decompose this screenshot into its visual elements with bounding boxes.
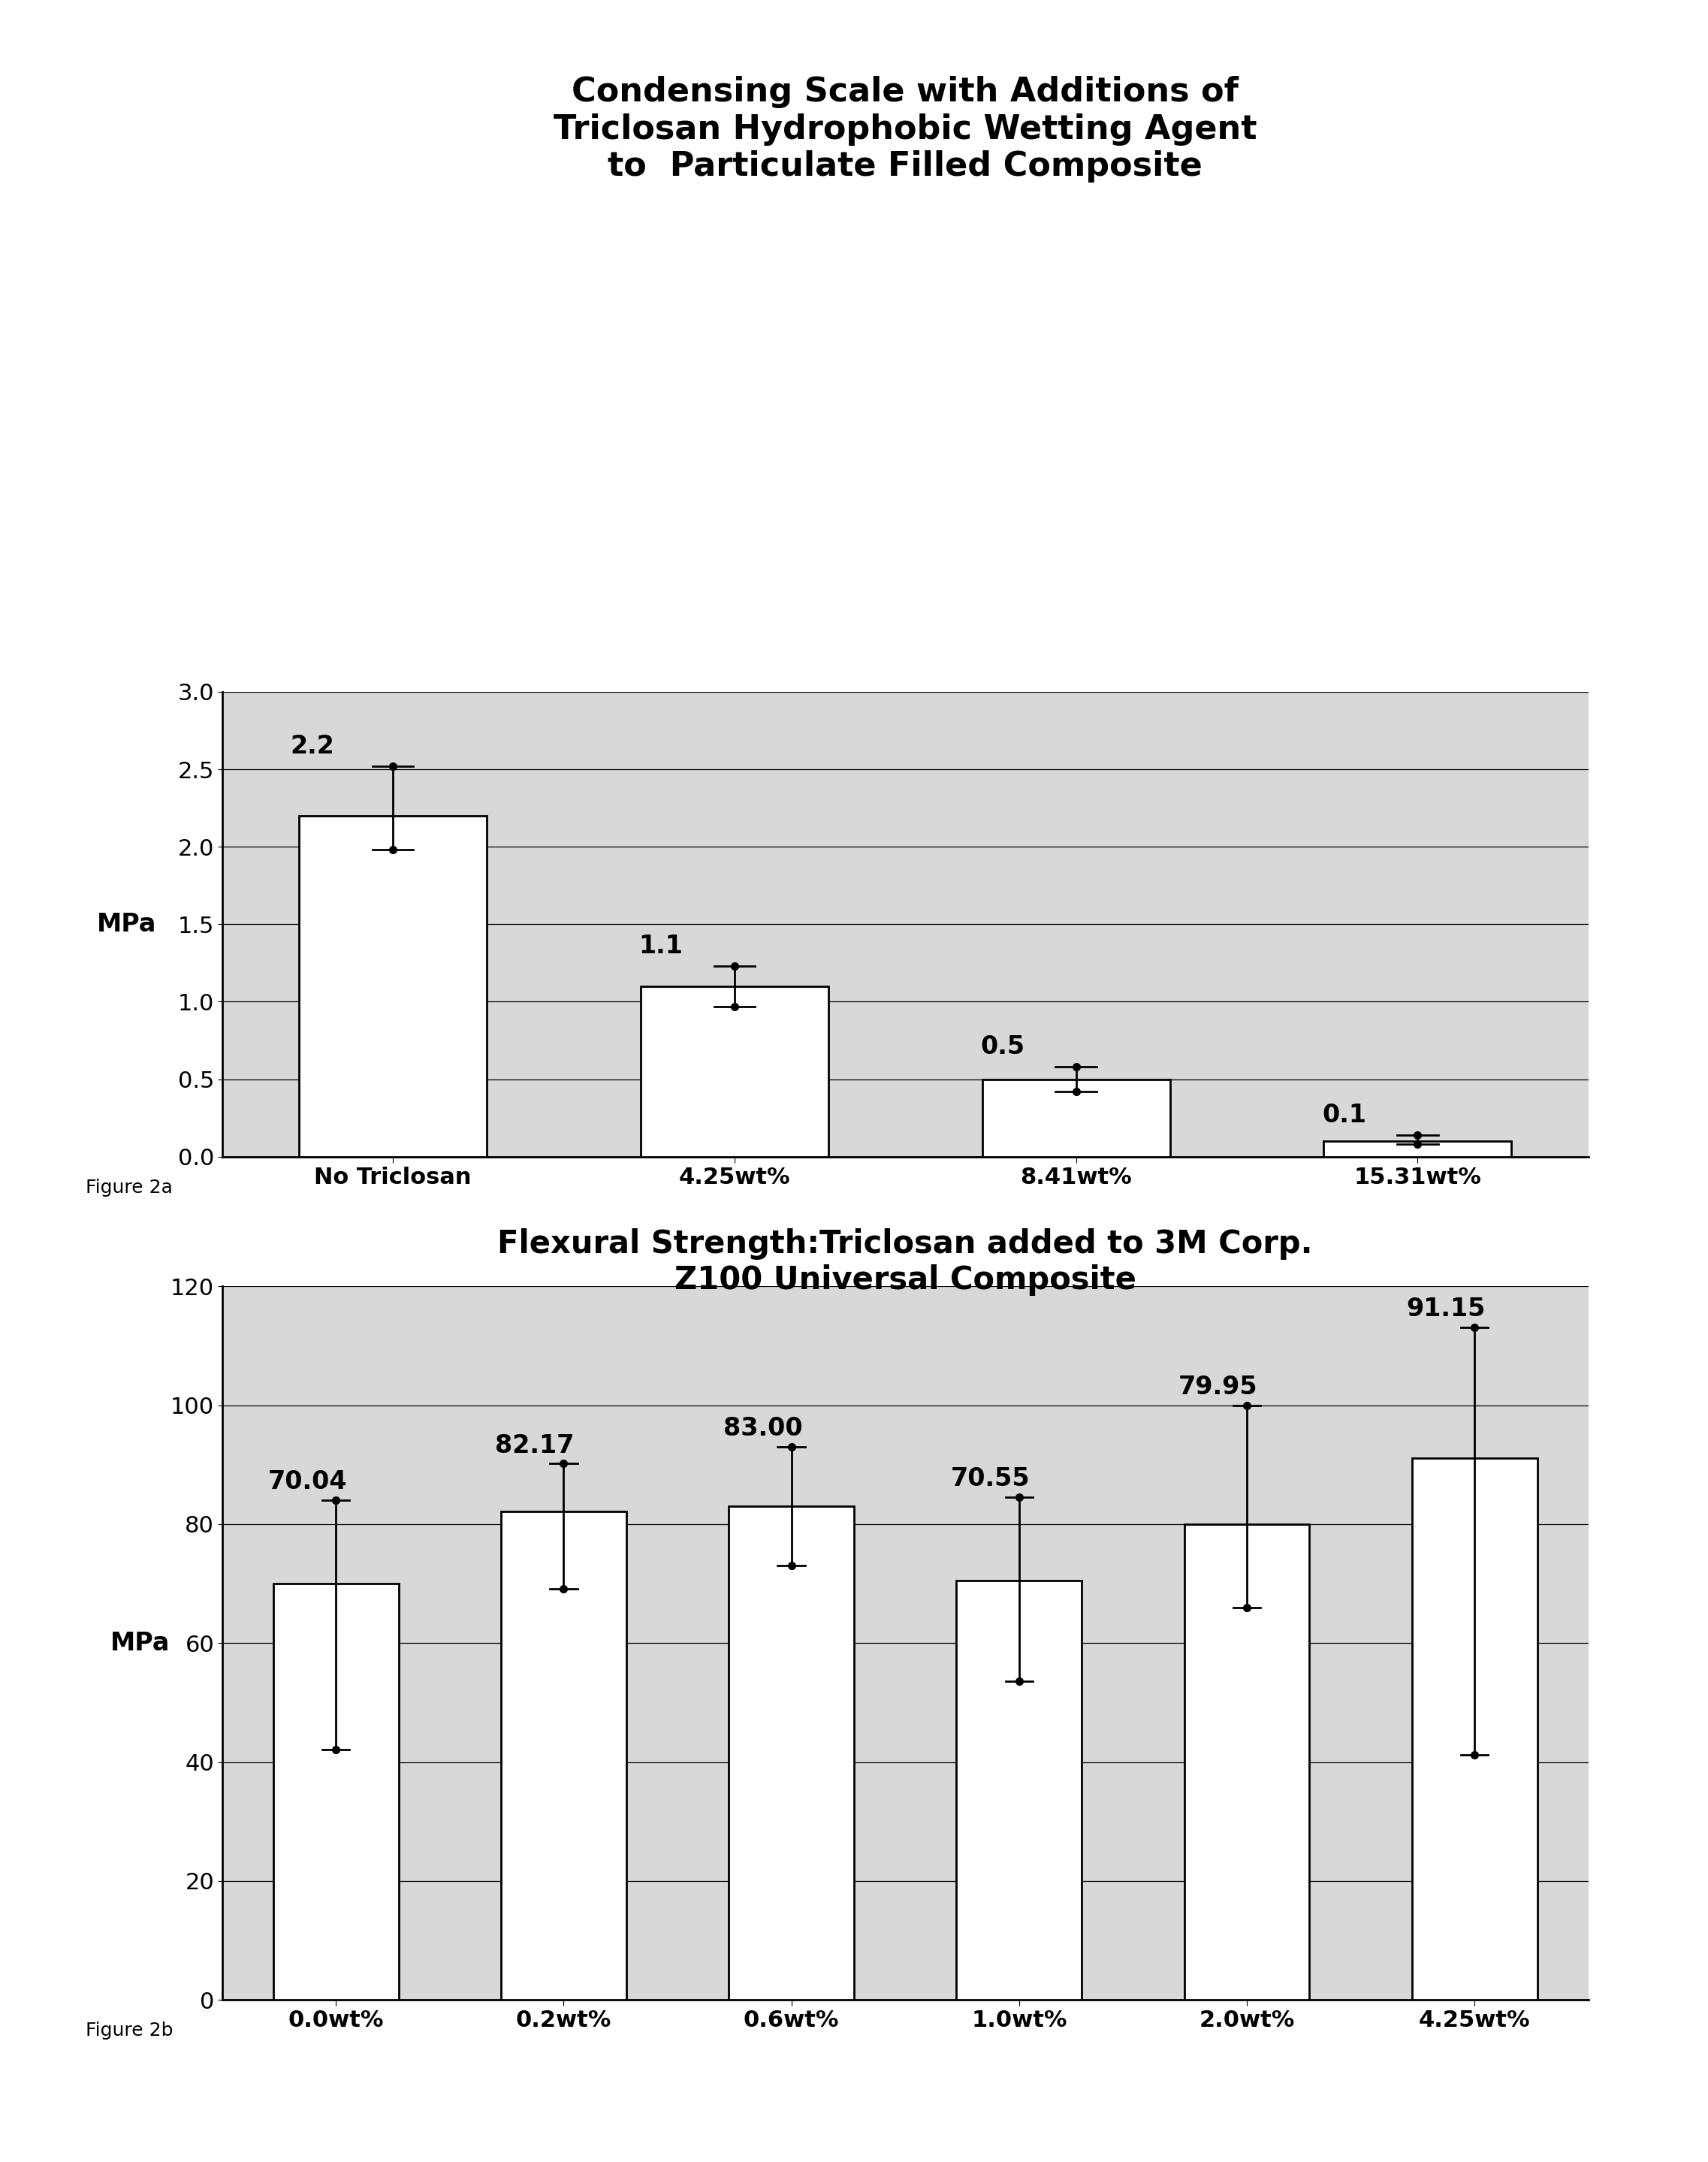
Y-axis label: MPa: MPa xyxy=(111,1630,169,1656)
Text: 70.55: 70.55 xyxy=(951,1466,1030,1492)
Text: Flexural Strength:Triclosan added to 3M Corp.
Z100 Universal Composite: Flexural Strength:Triclosan added to 3M … xyxy=(497,1228,1313,1295)
Bar xyxy=(1324,1142,1512,1157)
Text: 91.15: 91.15 xyxy=(1406,1297,1486,1321)
Bar xyxy=(640,986,828,1157)
Bar xyxy=(1413,1457,1537,2000)
Text: 1.1: 1.1 xyxy=(639,934,683,958)
Text: Figure 2b: Figure 2b xyxy=(85,2021,173,2039)
Bar xyxy=(982,1079,1170,1157)
Text: 79.95: 79.95 xyxy=(1179,1375,1257,1399)
Text: Figure 2a: Figure 2a xyxy=(85,1178,173,1196)
Bar xyxy=(1184,1524,1310,2000)
Bar xyxy=(956,1580,1081,2000)
Text: Condensing Scale with Additions of
Triclosan Hydrophobic Wetting Agent
to  Parti: Condensing Scale with Additions of Tricl… xyxy=(553,76,1257,184)
Text: 70.04: 70.04 xyxy=(268,1470,347,1494)
Bar xyxy=(299,815,487,1157)
Bar xyxy=(273,1583,398,2000)
Bar xyxy=(729,1507,854,2000)
Text: 0.1: 0.1 xyxy=(1322,1103,1366,1126)
Bar xyxy=(500,1511,627,2000)
Text: 2.2: 2.2 xyxy=(290,733,335,759)
Text: 83.00: 83.00 xyxy=(722,1416,803,1440)
Text: 0.5: 0.5 xyxy=(980,1033,1025,1059)
Y-axis label: MPa: MPa xyxy=(97,912,155,936)
Text: 82.17: 82.17 xyxy=(495,1433,574,1457)
